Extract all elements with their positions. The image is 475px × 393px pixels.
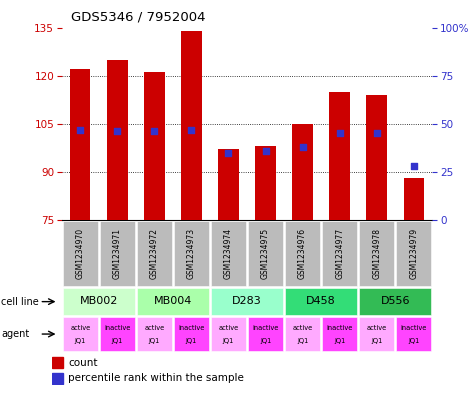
Text: GSM1234972: GSM1234972 [150, 228, 159, 279]
Text: JQ1: JQ1 [371, 338, 382, 344]
Text: GSM1234970: GSM1234970 [76, 228, 85, 279]
Text: active: active [218, 325, 238, 331]
Bar [211, 221, 246, 286]
Bar [144, 72, 164, 220]
Text: inactive: inactive [104, 325, 131, 331]
Bar [137, 288, 209, 315]
Text: JQ1: JQ1 [297, 338, 308, 344]
Point [188, 127, 195, 133]
Point [151, 129, 158, 135]
Text: D556: D556 [380, 296, 410, 306]
Bar [107, 60, 127, 220]
Point [336, 130, 343, 136]
Point [373, 130, 380, 136]
Text: active: active [293, 325, 313, 331]
Text: JQ1: JQ1 [260, 338, 271, 344]
Bar [359, 221, 394, 286]
Bar [285, 317, 320, 351]
Text: GSM1234971: GSM1234971 [113, 228, 122, 279]
Bar [396, 317, 431, 351]
Bar [100, 317, 135, 351]
Bar [218, 149, 238, 220]
Bar [359, 288, 431, 315]
Bar [52, 357, 63, 368]
Bar [63, 317, 98, 351]
Text: JQ1: JQ1 [334, 338, 345, 344]
Point [76, 127, 84, 133]
Bar [330, 92, 350, 220]
Text: inactive: inactive [252, 325, 279, 331]
Text: MB004: MB004 [154, 296, 192, 306]
Bar [396, 221, 431, 286]
Bar [359, 317, 394, 351]
Text: active: active [367, 325, 387, 331]
Text: JQ1: JQ1 [75, 338, 86, 344]
Text: active: active [70, 325, 90, 331]
Text: active: active [144, 325, 164, 331]
Text: cell line: cell line [1, 297, 39, 307]
Text: JQ1: JQ1 [186, 338, 197, 344]
Bar [367, 95, 387, 220]
Text: GSM1234977: GSM1234977 [335, 228, 344, 279]
Text: percentile rank within the sample: percentile rank within the sample [68, 373, 244, 383]
Text: inactive: inactive [400, 325, 427, 331]
Bar [211, 288, 283, 315]
Text: JQ1: JQ1 [223, 338, 234, 344]
Text: GDS5346 / 7952004: GDS5346 / 7952004 [71, 11, 206, 24]
Bar [322, 317, 357, 351]
Bar [285, 288, 357, 315]
Bar [70, 69, 90, 220]
Point [114, 129, 121, 135]
Text: JQ1: JQ1 [408, 338, 419, 344]
Bar [174, 221, 209, 286]
Bar [293, 124, 313, 220]
Bar [404, 178, 424, 220]
Bar [322, 221, 357, 286]
Text: GSM1234979: GSM1234979 [409, 228, 418, 279]
Text: inactive: inactive [326, 325, 353, 331]
Bar [137, 221, 172, 286]
Bar [63, 221, 98, 286]
Text: JQ1: JQ1 [112, 338, 123, 344]
Point [410, 163, 418, 169]
Text: MB002: MB002 [80, 296, 118, 306]
Text: JQ1: JQ1 [149, 338, 160, 344]
Bar [248, 317, 283, 351]
Bar [63, 288, 135, 315]
Text: GSM1234974: GSM1234974 [224, 228, 233, 279]
Point [262, 148, 269, 154]
Bar [137, 317, 172, 351]
Bar [256, 146, 276, 220]
Bar [211, 317, 246, 351]
Bar [285, 221, 320, 286]
Bar [52, 373, 63, 384]
Text: count: count [68, 358, 97, 367]
Text: GSM1234978: GSM1234978 [372, 228, 381, 279]
Bar [181, 31, 201, 220]
Text: GSM1234973: GSM1234973 [187, 228, 196, 279]
Point [299, 144, 306, 150]
Text: GSM1234975: GSM1234975 [261, 228, 270, 279]
Text: agent: agent [1, 329, 29, 339]
Point [225, 150, 232, 156]
Text: D458: D458 [306, 296, 336, 306]
Text: D283: D283 [232, 296, 262, 306]
Text: GSM1234976: GSM1234976 [298, 228, 307, 279]
Bar [174, 317, 209, 351]
Text: inactive: inactive [178, 325, 205, 331]
Bar [100, 221, 135, 286]
Bar [248, 221, 283, 286]
